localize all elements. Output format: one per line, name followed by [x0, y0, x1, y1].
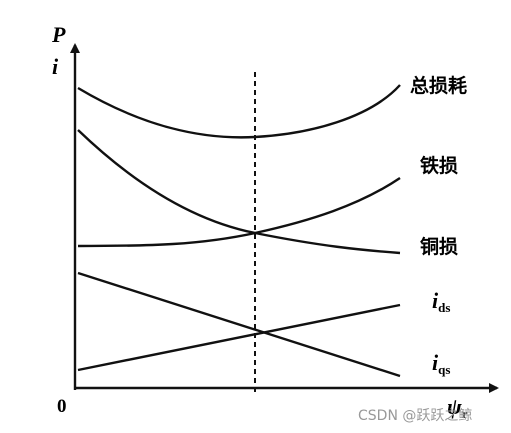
x-label-main: ψ [447, 394, 462, 419]
y-label-i: i [52, 54, 59, 79]
iron-loss-curve [77, 177, 401, 248]
curve-label: 铁损 [420, 154, 458, 177]
y-label-p: P [51, 22, 66, 47]
iqs-curve [77, 271, 401, 378]
curve-label: iqs [432, 350, 450, 377]
curve-label: ids [432, 288, 450, 315]
curve-label: 铜损 [420, 235, 458, 258]
x-label-sub: r [462, 406, 468, 421]
x-label: ψr [447, 394, 468, 421]
copper-loss-curve [77, 129, 401, 255]
total-loss-curve [77, 84, 401, 139]
watermark: CSDN @跃跃之鲸 [358, 408, 472, 424]
origin-label: 0 [57, 396, 67, 417]
label-main: i [432, 350, 439, 375]
label-main: i [432, 288, 439, 313]
label-sub: qs [438, 362, 450, 377]
label-sub: ds [438, 300, 450, 315]
curve-label: 总损耗 [410, 74, 467, 97]
ids-curve [77, 303, 401, 372]
